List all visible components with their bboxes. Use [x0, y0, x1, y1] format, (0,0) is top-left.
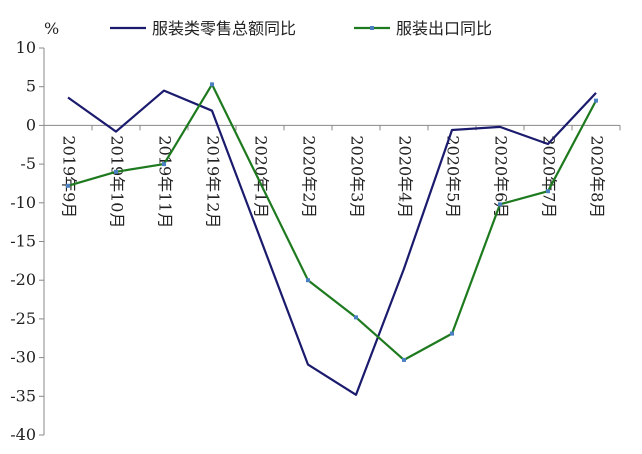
- x-category-label: 2020年3月: [348, 135, 367, 218]
- y-tick-label: -35: [10, 386, 36, 405]
- legend-label-1: 服装出口同比: [396, 19, 492, 38]
- data-point: [402, 357, 406, 362]
- y-tick-label: 10: [16, 38, 36, 57]
- data-point: [546, 189, 550, 194]
- series-layer: [66, 82, 598, 396]
- data-point: [210, 82, 214, 87]
- y-tick-label: 0: [26, 115, 36, 134]
- y-tick-label: -15: [10, 232, 36, 251]
- x-axis-labels: 2019年9月 2019年10月 2019年11月 2019年12月 2020年1月 20…: [60, 135, 607, 228]
- data-point: [66, 183, 70, 188]
- y-axis-unit-label: %: [44, 19, 59, 38]
- x-category-label: 2020年6月: [492, 135, 511, 218]
- legend-marker-1: [370, 26, 374, 30]
- data-point: [594, 98, 598, 103]
- x-category-label: 2020年5月: [444, 135, 463, 218]
- data-point: [162, 162, 166, 167]
- x-category-label: 2020年1月: [252, 135, 271, 218]
- legend: 服装类零售总额同比 服装出口同比: [110, 19, 492, 38]
- y-tick-label: -5: [20, 154, 36, 173]
- y-tick-label: -20: [10, 270, 36, 289]
- y-tick-label: 5: [26, 77, 36, 96]
- y-axis-labels: 10 5 0 -5 -10 -15 -20 -25 -30 -35 -40: [10, 38, 36, 444]
- legend-label-0: 服装类零售总额同比: [152, 19, 296, 38]
- chart-axes: [39, 47, 621, 436]
- x-category-label: 2019年12月: [204, 135, 223, 228]
- data-point: [306, 278, 310, 283]
- y-tick-label: -10: [10, 193, 36, 212]
- x-category-label: 2019年11月: [156, 135, 175, 228]
- data-point: [498, 202, 502, 207]
- y-tick-label: -30: [10, 348, 36, 367]
- x-category-label: 2019年9月: [60, 135, 79, 218]
- x-category-label: 2020年4月: [396, 135, 415, 218]
- data-point: [114, 169, 118, 174]
- data-point: [450, 331, 454, 336]
- x-category-label: 2020年8月: [588, 135, 607, 218]
- data-point: [354, 315, 358, 320]
- x-category-label: 2020年2月: [300, 135, 319, 218]
- x-category-label: 2019年10月: [108, 135, 127, 228]
- y-tick-label: -40: [10, 425, 36, 444]
- x-category-label: 2020年7月: [540, 135, 559, 218]
- series-line-0: [67, 89, 597, 396]
- y-tick-label: -25: [10, 309, 36, 328]
